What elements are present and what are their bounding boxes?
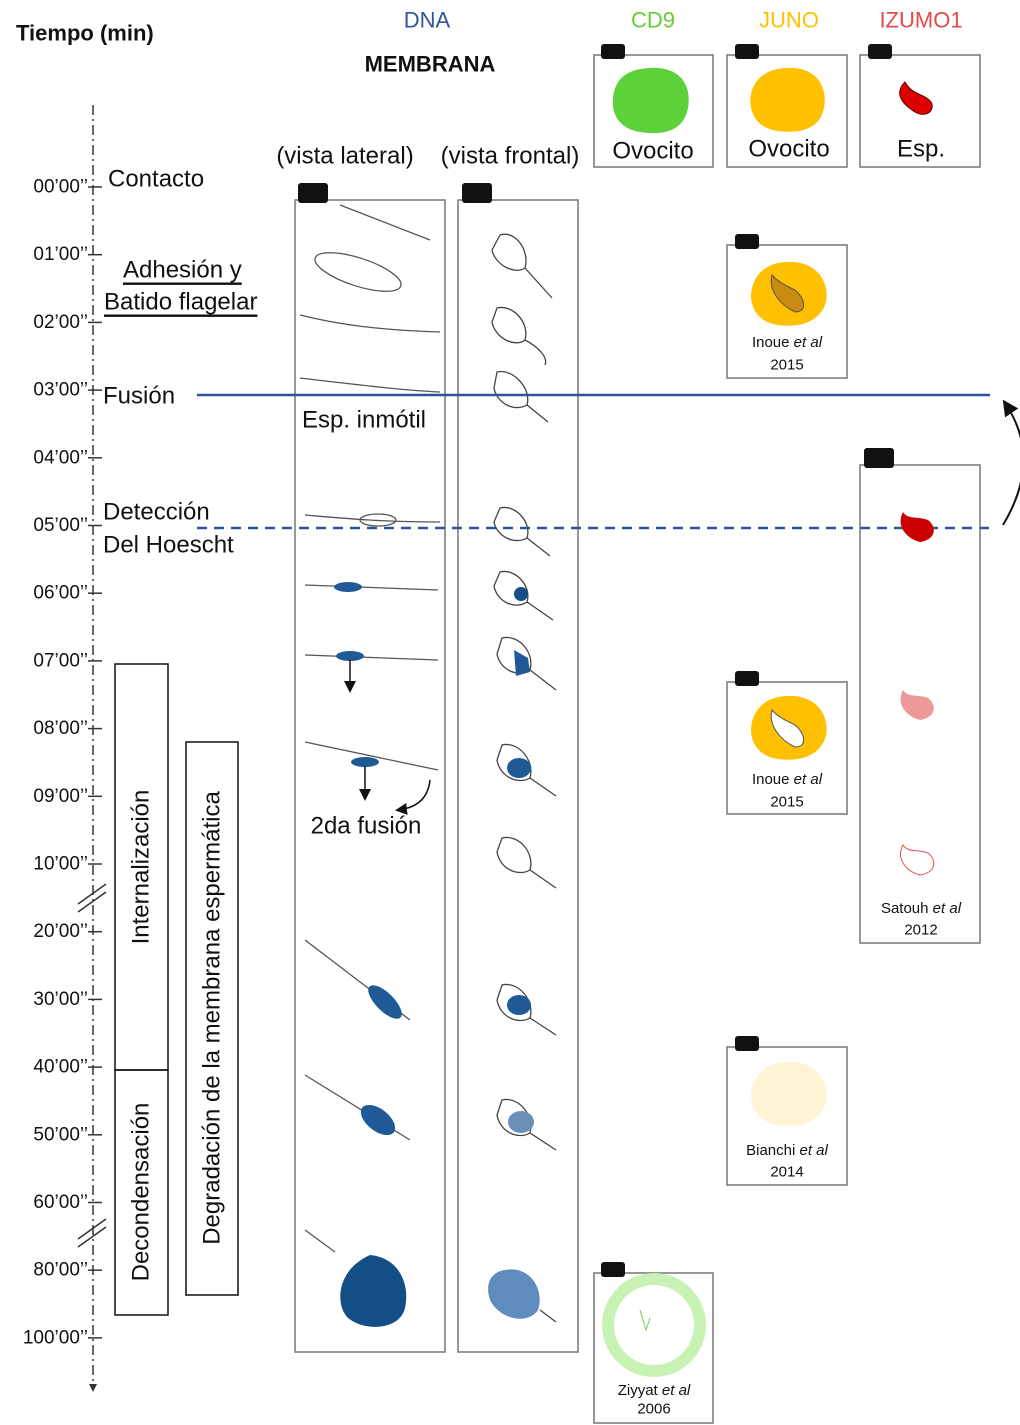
time-tick-label: 01’00’’	[33, 244, 88, 265]
time-tick-label: 60’00’’	[33, 1192, 88, 1213]
event-label: Del Hoescht	[103, 532, 234, 559]
time-tick-label: 10’00’’	[33, 854, 88, 875]
ref-author: Inoue	[752, 334, 790, 351]
time-tick-label: 02’00’’	[33, 312, 88, 333]
time-tick-label: 08’00’’	[33, 718, 88, 739]
reference-panel: Bianchi et al 2014	[727, 1036, 847, 1185]
juno-panel-label: Ovocito	[748, 136, 829, 163]
frontal-view-label: (vista frontal)	[441, 143, 580, 170]
time-tick-label: 00’00’’	[33, 177, 88, 198]
time-tick-label: 40’00’’	[33, 1057, 88, 1078]
ref-author: Ziyyat	[618, 1382, 659, 1399]
ref-year: 2015	[770, 794, 803, 811]
phase-label: Internalización	[128, 790, 155, 945]
time-tick-label: 09’00’’	[33, 786, 88, 807]
juno-panel: Ovocito	[727, 44, 847, 167]
cd9-panel: Ovocito	[594, 44, 713, 167]
time-ticks: 00’00’’ 01’00’’ 02’00’’ 03’00’’ 04’00’’ 05’00…	[23, 177, 102, 1349]
time-tick-label: 100’00’’	[23, 1327, 88, 1348]
svg-text:Bianchi et al: Bianchi et al	[746, 1142, 828, 1159]
time-tick-label: 04’00’’	[33, 447, 88, 468]
ref-year: 2006	[637, 1401, 670, 1418]
membrane-label: MEMBRANA	[365, 52, 496, 77]
ref-year: 2014	[770, 1164, 803, 1181]
ref-etal: et al	[933, 900, 962, 917]
annotation: 2da fusión	[311, 813, 422, 840]
sperm-sketches	[300, 205, 556, 1327]
ref-author: Bianchi	[746, 1142, 795, 1159]
lateral-column	[295, 200, 445, 1352]
lateral-view-label: (vista lateral)	[276, 143, 413, 170]
annotation: Esp. inmótil	[302, 407, 426, 434]
time-tick-label: 07’00’’	[33, 650, 88, 671]
cd9-panel-label: Ovocito	[612, 138, 693, 165]
time-tick-label: 20’00’’	[33, 921, 88, 942]
event-label: Batido flagelar	[104, 289, 257, 316]
ref-year: 2012	[904, 922, 937, 939]
izumo1-panel: Esp.	[860, 44, 980, 167]
ref-etal: et al	[794, 334, 823, 351]
time-tick-label: 50’00’’	[33, 1124, 88, 1145]
event-label: Detección	[103, 499, 210, 526]
cd9-label: CD9	[631, 8, 675, 33]
dna-label: DNA	[404, 8, 451, 33]
svg-text:Inoue et al: Inoue et al	[752, 334, 823, 351]
svg-text:Inoue et al: Inoue et al	[752, 771, 823, 788]
time-label: Tiempo (min)	[16, 21, 154, 46]
ref-author: Satouh	[881, 900, 929, 917]
svg-text:Satouh et al: Satouh et al	[881, 900, 962, 917]
reference-panel: Satouh et al 2012	[860, 448, 980, 943]
reference-panel: Ziyyat et al 2006	[594, 1262, 713, 1423]
time-tick-label: 03’00’’	[33, 380, 88, 401]
time-tick-label: 05’00’’	[33, 515, 88, 536]
ref-year: 2015	[770, 357, 803, 374]
time-tick-label: 06’00’’	[33, 583, 88, 604]
ref-etal: et al	[800, 1142, 829, 1159]
juno-label: JUNO	[759, 8, 819, 33]
time-tick-label: 80’00’’	[33, 1260, 88, 1281]
ref-etal: et al	[662, 1382, 691, 1399]
izumo1-label: IZUMO1	[879, 8, 962, 33]
reference-panel: Inoue et al 2015	[727, 234, 847, 378]
ref-etal: et al	[794, 771, 823, 788]
phase-label: Degradación de la membrana espermática	[199, 791, 226, 1245]
event-label: Contacto	[108, 166, 204, 193]
reference-panel: Inoue et al 2015	[727, 671, 847, 814]
izumo1-panel-label: Esp.	[897, 136, 945, 163]
time-tick-label: 30’00’’	[33, 989, 88, 1010]
ref-author: Inoue	[752, 771, 790, 788]
phase-label: Decondensación	[128, 1103, 155, 1282]
svg-text:Ziyyat et al: Ziyyat et al	[618, 1382, 691, 1399]
diagram: Tiempo (min) DNA MEMBRANA CD9 JUNO IZUMO…	[0, 0, 1020, 1425]
event-label: Adhesión y	[123, 257, 242, 284]
event-label: Fusión	[103, 383, 175, 410]
